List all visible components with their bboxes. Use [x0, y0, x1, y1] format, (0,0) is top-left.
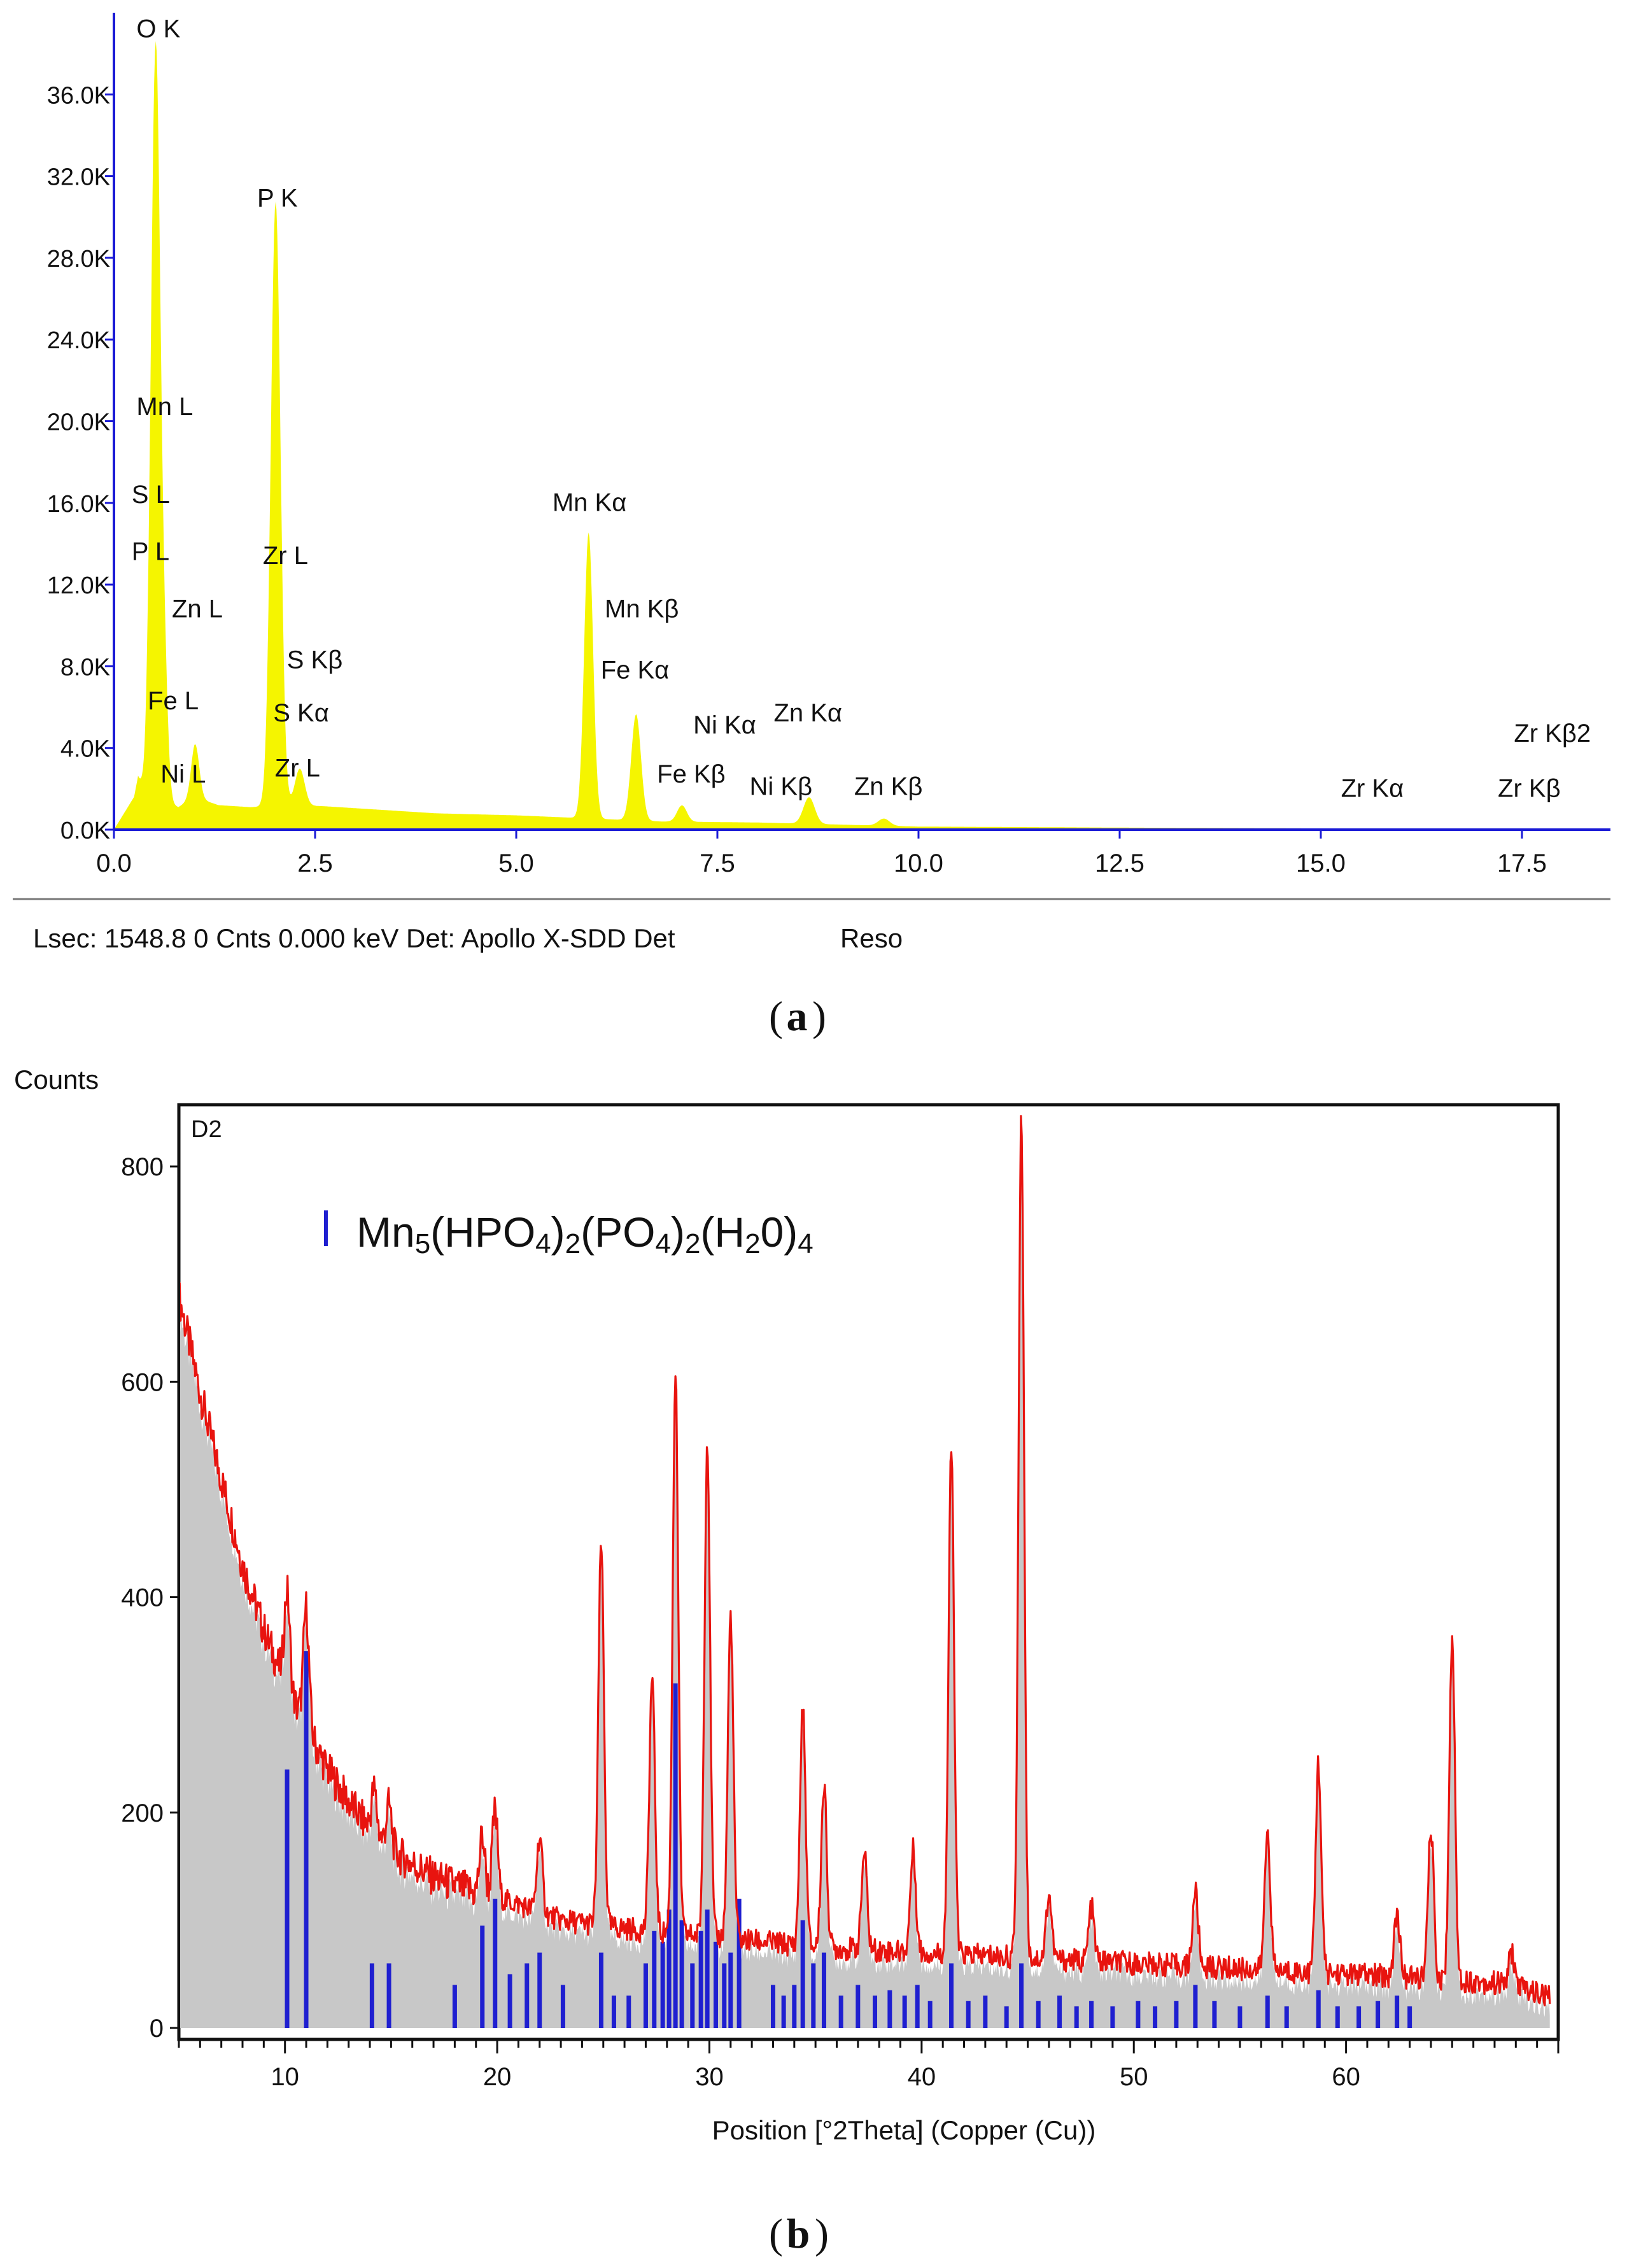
formula-text: ): [551, 1208, 565, 1256]
xrd-gray-fill: [180, 1127, 1550, 2028]
eds-spectrum-area: [114, 41, 1610, 830]
formula-subscript: 2: [565, 1228, 581, 1259]
panel-b-close-paren: ): [815, 2211, 829, 2257]
eds-x-tick-label: 17.5: [1497, 849, 1547, 877]
formula-subscript: 2: [685, 1228, 700, 1259]
eds-y-tick-label: 20.0K: [47, 409, 110, 436]
formula-text: ): [671, 1208, 685, 1256]
eds-peak-label: S Kβ: [287, 646, 342, 674]
eds-x-tick-label: 0.0: [96, 849, 132, 877]
eds-x-tick-label: 2.5: [297, 849, 333, 877]
panel-a-caption: a: [787, 993, 808, 1040]
eds-y-tick-label: 36.0K: [47, 82, 110, 109]
xrd-y-tick-label: 0: [150, 2015, 164, 2043]
eds-peak-label: Fe L: [148, 687, 199, 715]
eds-peak-labels: O K P K Mn L S L P L Zr L Zn L S Kβ Fe L S Kα Ni L…: [132, 15, 1591, 802]
eds-peak-label: Mn Kβ: [605, 595, 679, 623]
xrd-x-ticks: 10 20 30 40 50 60: [178, 2039, 1560, 2091]
eds-peak-label: Mn Kα: [553, 489, 626, 517]
eds-peak-label: Zr Kα: [1341, 775, 1404, 803]
eds-panel: O K P K Mn L S L P L Zr L Zn L S Kβ Fe L S Kα Ni L…: [13, 13, 1610, 1040]
eds-peak-label: Ni Kα: [693, 711, 756, 739]
xrd-y-ticks: 0 200 400 600 800: [121, 1153, 179, 2043]
xrd-y-tick-label: 600: [121, 1368, 164, 1396]
eds-peak-label: O K: [136, 15, 180, 43]
eds-x-tick-label: 12.5: [1095, 849, 1145, 877]
eds-peak-label: Zr Kβ: [1498, 775, 1561, 803]
eds-peak-label: Fe Kβ: [657, 760, 725, 788]
eds-y-ticks: 0.0K 4.0K 8.0K 12.0K 16.0K 20.0K 24.0K 28.0K 32.…: [47, 82, 114, 844]
xrd-x-tick-label: 60: [1332, 2063, 1360, 2091]
xrd-frame-label: D2: [191, 1116, 222, 1143]
formula-subscript: 4: [535, 1228, 551, 1259]
panel-a-open-paren: (: [769, 993, 783, 1040]
eds-peak-label: Zr Kβ2: [1514, 719, 1591, 748]
xrd-x-tick-label: 30: [695, 2063, 724, 2091]
status-reso: Reso: [840, 923, 903, 953]
eds-x-tick-label: 15.0: [1296, 849, 1346, 877]
xrd-x-tick-label: 50: [1120, 2063, 1148, 2091]
xrd-y-tick-label: 200: [121, 1799, 164, 1827]
formula-text: Mn: [356, 1208, 415, 1256]
status-text: Lsec: 1548.8 0 Cnts 0.000 keV Det: Apoll…: [33, 923, 675, 953]
formula-text: (H: [700, 1208, 745, 1256]
eds-y-tick-label: 28.0K: [47, 246, 110, 273]
eds-peak-label: Zr L: [263, 542, 308, 570]
formula-subscript: 2: [745, 1228, 760, 1259]
xrd-x-tick-label: 10: [271, 2063, 299, 2091]
eds-y-tick-label: 16.0K: [47, 491, 110, 518]
eds-peak-label: P K: [257, 185, 298, 213]
legend-formula: Mn5(HPO4)2(PO4)2(H20)4: [356, 1208, 814, 1259]
eds-peak-label: P L: [132, 538, 169, 566]
panel-a-close-paren: ): [812, 993, 826, 1040]
xrd-x-tick-label: 40: [908, 2063, 936, 2091]
xrd-reference-sticks: [285, 1651, 1412, 2028]
xrd-x-tick-label: 20: [483, 2063, 512, 2091]
panel-b-caption: b: [787, 2211, 810, 2257]
eds-y-tick-label: 12.0K: [47, 572, 110, 599]
eds-y-tick-label: 8.0K: [60, 654, 110, 681]
formula-text: (HPO: [430, 1208, 535, 1256]
eds-peak-label: Mn L: [136, 393, 193, 421]
formula-subscript: 4: [798, 1228, 813, 1259]
formula-subscript: 5: [415, 1228, 430, 1259]
eds-peak-label: Ni Kβ: [750, 772, 813, 800]
formula-text: (PO: [581, 1208, 655, 1256]
panel-b-open-paren: (: [769, 2211, 783, 2257]
xrd-observed-line: [180, 1115, 1551, 2007]
eds-x-ticks: 0.0 2.5 5.0 7.5 10.0 12.5 15.0 17.5: [96, 830, 1547, 877]
xrd-y-axis-title: Counts: [14, 1065, 99, 1095]
xrd-panel: Counts D2 0 200 400 600 800 10 20 30 40 50 60 Mn5…: [14, 1065, 1560, 2257]
eds-y-tick-label: 4.0K: [60, 736, 110, 763]
eds-x-tick-label: 5.0: [498, 849, 534, 877]
formula-text: 0): [761, 1208, 798, 1256]
eds-peak-label: Ni L: [160, 760, 206, 788]
eds-peak-label: Zn Kα: [773, 699, 842, 727]
xrd-plot-frame: [177, 1103, 1560, 2041]
eds-y-tick-label: 32.0K: [47, 164, 110, 191]
eds-x-tick-label: 10.0: [894, 849, 943, 877]
formula-subscript: 4: [655, 1228, 670, 1259]
eds-y-tick-label: 24.0K: [47, 327, 110, 354]
eds-y-tick-label: 0.0K: [60, 818, 110, 844]
eds-peak-label: Zn Kβ: [854, 772, 922, 800]
eds-peak-label: S Kα: [273, 699, 329, 727]
eds-peak-label: Fe Kα: [601, 656, 670, 684]
eds-peak-label: Zn L: [172, 595, 223, 623]
eds-x-tick-label: 7.5: [700, 849, 735, 877]
eds-peak-label: S L: [132, 481, 170, 509]
xrd-y-tick-label: 400: [121, 1584, 164, 1612]
xrd-y-tick-label: 800: [121, 1153, 164, 1181]
eds-peak-label: Zr L: [275, 755, 320, 783]
xrd-x-axis-title: Position [°2Theta] (Copper (Cu)): [712, 2115, 1096, 2145]
